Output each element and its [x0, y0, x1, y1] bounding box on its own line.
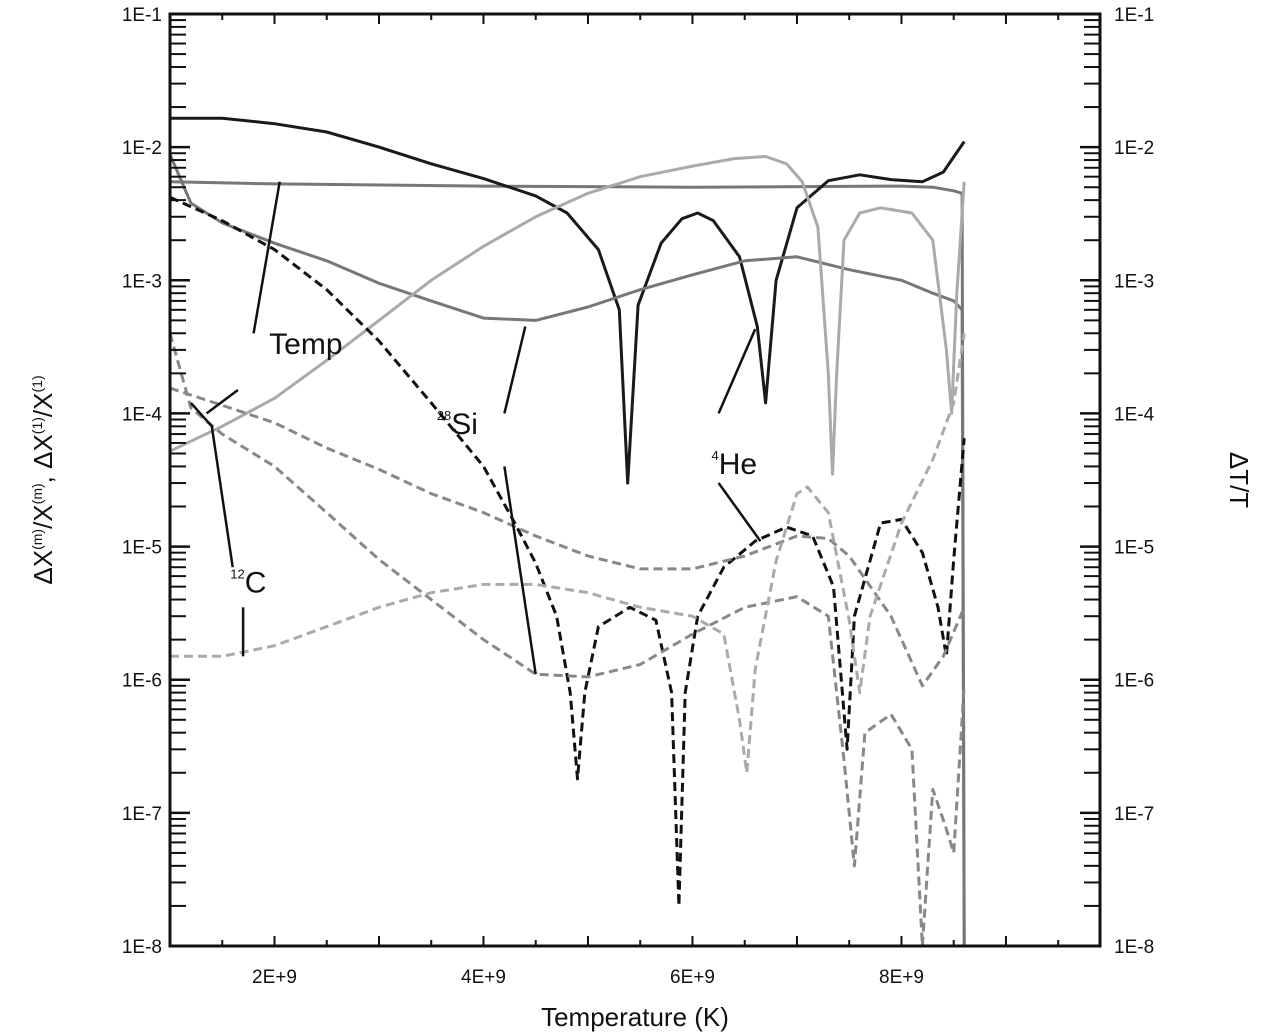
leader-line-2: [205, 388, 239, 415]
y-axis-title-left-part: (1): [29, 417, 45, 434]
series-line-6: [170, 332, 966, 946]
y-tick-label-left: 1E-4: [122, 404, 163, 425]
annotation-label-part: He: [719, 448, 757, 481]
series-line-4: [170, 155, 966, 476]
annotation-label-3: 4He: [711, 448, 757, 481]
annotation-layer: Temp 28Si 4He 12C: [230, 328, 757, 600]
y-axis-title-left: ΔX(m)/X(m), ΔX(1)/X(1): [28, 375, 58, 584]
y-tick-label-right: 1E-2: [1114, 138, 1154, 159]
y-axis-title-left-part: (m): [29, 529, 45, 550]
y-tick-label-left: 1E-2: [122, 138, 162, 159]
series-line-3: [170, 153, 966, 946]
y-axis-title-left-part: /X: [28, 504, 58, 529]
annotation-label-part: 4: [711, 448, 718, 463]
x-tick-label: 8E+9: [879, 967, 924, 988]
annotation-label-part: 12: [230, 567, 244, 582]
leader-line-8: [717, 482, 762, 542]
x-tick-label: 2E+9: [252, 967, 297, 988]
y-tick-label-left: 1E-1: [122, 5, 162, 26]
y-axis-title-left-part: /X: [28, 392, 58, 417]
y-axis-title-left-part: (1): [29, 375, 45, 392]
y-tick-label-left: 1E-7: [122, 804, 162, 825]
y-tick-label-right: 1E-6: [1114, 671, 1154, 692]
annotation-label-4: 12C: [230, 567, 266, 600]
y-axis-title-right: ΔT/T: [1224, 452, 1254, 508]
series-line-7: [170, 386, 966, 688]
leader-line-6: [503, 466, 537, 675]
y-axis-title-left-part: , ΔX: [28, 434, 58, 483]
annotation-label-part: Si: [451, 408, 478, 441]
y-tick-label-right: 1E-7: [1114, 804, 1154, 825]
x-tick-label: 6E+9: [670, 967, 715, 988]
y-tick-label-right: 1E-8: [1114, 937, 1154, 958]
y-tick-label-right: 1E-5: [1114, 538, 1154, 559]
series-layer: [170, 116, 966, 946]
label-layer: 1E-1 1E-1 1E-2 1E-2 1E-3 1E-3 1E-4 1E-4 1E-5 1E-5…: [122, 5, 1155, 988]
y-tick-label-left: 1E-8: [122, 937, 162, 958]
x-axis-title: Temperature (K): [541, 1002, 729, 1032]
leader-line-7: [717, 328, 757, 414]
annotation-label-1: Temp: [269, 328, 342, 361]
y-tick-label-left: 1E-6: [122, 671, 162, 692]
annotation-label-part: Temp: [269, 328, 342, 361]
y-tick-label-right: 1E-3: [1114, 271, 1154, 292]
series-line-5: [170, 195, 966, 908]
series-line-1: [170, 180, 966, 946]
annotation-label-part: C: [245, 567, 267, 600]
y-tick-label-left: 1E-3: [122, 271, 162, 292]
y-axis-title-left-part: (m): [29, 483, 45, 504]
y-tick-label-left: 1E-5: [122, 538, 162, 559]
series-line-8: [170, 333, 966, 775]
series-line-2: [170, 116, 966, 485]
leader-line-5: [503, 326, 527, 414]
x-tick-label: 4E+9: [461, 967, 506, 988]
leader-layer: [189, 181, 762, 675]
y-tick-label-right: 1E-1: [1114, 5, 1154, 26]
leader-line-3: [189, 402, 234, 568]
annotation-label-part: 28: [437, 408, 451, 423]
y-tick-label-right: 1E-4: [1114, 404, 1155, 425]
leader-line-1: [252, 181, 281, 334]
plot-frame: [168, 12, 1102, 948]
y-axis-title-left-part: ΔX: [28, 550, 58, 585]
annotation-label-2: 28Si: [437, 408, 478, 441]
